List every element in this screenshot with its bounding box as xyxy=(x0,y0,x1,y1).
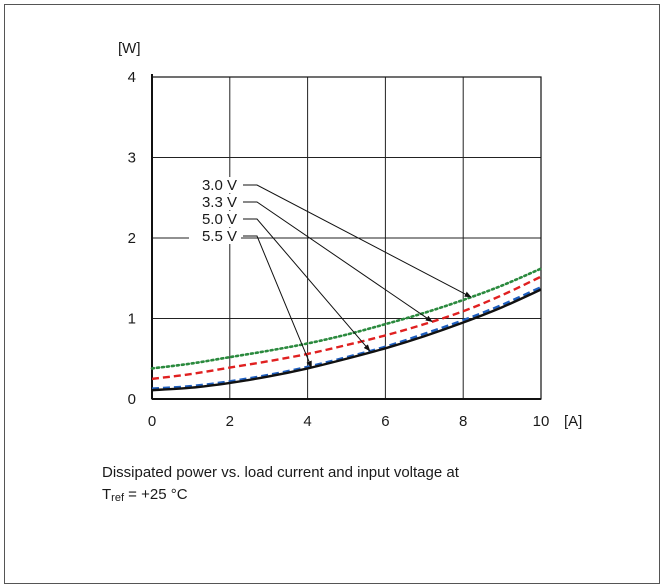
legend-leader-line xyxy=(243,218,371,352)
legend-leader-line xyxy=(243,184,472,298)
caption-rest: = +25 °C xyxy=(124,486,188,503)
series-line-3-0-V xyxy=(150,267,543,370)
legend-label: 3.0 V xyxy=(202,177,237,194)
legend-label-backing xyxy=(189,228,241,244)
caption-line-1: Dissipated power vs. load current and in… xyxy=(102,464,459,481)
x-tick-label: 6 xyxy=(381,413,389,430)
tick-labels: 0 2 4 6 8 10 0 1 2 3 4 xyxy=(128,69,550,430)
legend-leader-line xyxy=(243,235,312,369)
legend-label: 3.3 V xyxy=(202,194,237,211)
legend-leader-line xyxy=(243,201,433,322)
caption-line-2: Tref = +25 °C xyxy=(102,484,459,509)
x-unit-label: [A] xyxy=(564,413,582,430)
y-tick-label: 4 xyxy=(128,69,136,86)
x-tick-label: 2 xyxy=(226,413,234,430)
y-unit-label: [W] xyxy=(118,40,141,57)
caption-t: T xyxy=(102,486,112,503)
x-tick-label: 4 xyxy=(303,413,311,430)
legend-label-backing xyxy=(189,211,241,227)
legend-label: 5.5 V xyxy=(202,228,237,245)
x-tick-label: 10 xyxy=(533,413,550,430)
series-line-5-5-V xyxy=(151,288,542,392)
legend-annotations: 3.0 V3.3 V5.0 V5.5 V xyxy=(189,177,472,369)
series-line-5-0-V xyxy=(151,286,542,390)
legend-label: 5.0 V xyxy=(202,211,237,228)
legend-label-backing xyxy=(189,194,241,210)
legend-label-backing xyxy=(189,177,241,193)
axes xyxy=(151,74,542,400)
caption: Dissipated power vs. load current and in… xyxy=(102,462,459,509)
y-tick-label: 0 xyxy=(128,391,136,408)
caption-t-sub: ref xyxy=(111,492,125,504)
y-tick-label: 2 xyxy=(128,230,136,247)
y-tick-label: 3 xyxy=(128,150,136,167)
series-lines xyxy=(150,267,543,392)
series-line-3-3-V xyxy=(151,275,542,381)
x-tick-label: 8 xyxy=(459,413,467,430)
x-tick-label: 0 xyxy=(148,413,156,430)
y-tick-label: 1 xyxy=(128,311,136,328)
chart: 0 2 4 6 8 10 0 1 2 3 4 [W] [A] 3.0 V3.3 V5.0 V5.5 … xyxy=(118,40,582,430)
